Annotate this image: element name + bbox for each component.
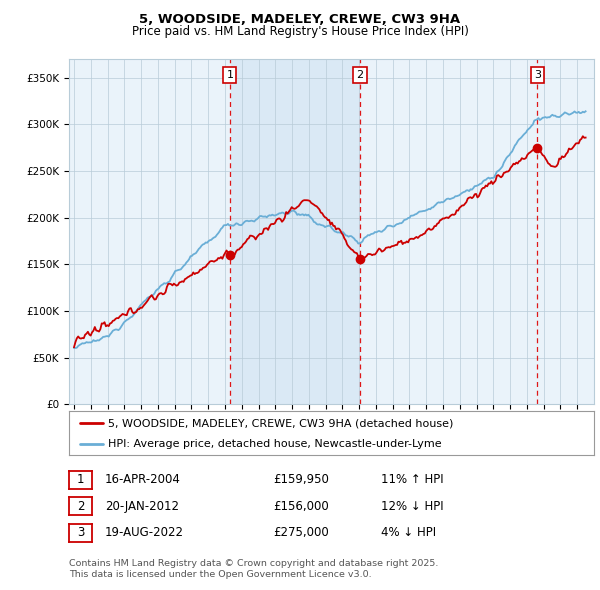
Text: 2: 2 [356,70,364,80]
Text: £156,000: £156,000 [273,500,329,513]
Text: 3: 3 [77,526,84,539]
Text: 5, WOODSIDE, MADELEY, CREWE, CW3 9HA: 5, WOODSIDE, MADELEY, CREWE, CW3 9HA [139,13,461,26]
Text: 4% ↓ HPI: 4% ↓ HPI [381,526,436,539]
Text: 20-JAN-2012: 20-JAN-2012 [105,500,179,513]
Text: 19-AUG-2022: 19-AUG-2022 [105,526,184,539]
Text: 1: 1 [226,70,233,80]
Text: 3: 3 [534,70,541,80]
Text: 11% ↑ HPI: 11% ↑ HPI [381,473,443,486]
Text: £159,950: £159,950 [273,473,329,486]
Text: 2: 2 [77,500,84,513]
Text: HPI: Average price, detached house, Newcastle-under-Lyme: HPI: Average price, detached house, Newc… [109,438,442,448]
Text: 12% ↓ HPI: 12% ↓ HPI [381,500,443,513]
Text: Price paid vs. HM Land Registry's House Price Index (HPI): Price paid vs. HM Land Registry's House … [131,25,469,38]
Text: 5, WOODSIDE, MADELEY, CREWE, CW3 9HA (detached house): 5, WOODSIDE, MADELEY, CREWE, CW3 9HA (de… [109,418,454,428]
Text: £275,000: £275,000 [273,526,329,539]
Text: Contains HM Land Registry data © Crown copyright and database right 2025.
This d: Contains HM Land Registry data © Crown c… [69,559,439,579]
Text: 16-APR-2004: 16-APR-2004 [105,473,181,486]
Text: 1: 1 [77,473,84,486]
